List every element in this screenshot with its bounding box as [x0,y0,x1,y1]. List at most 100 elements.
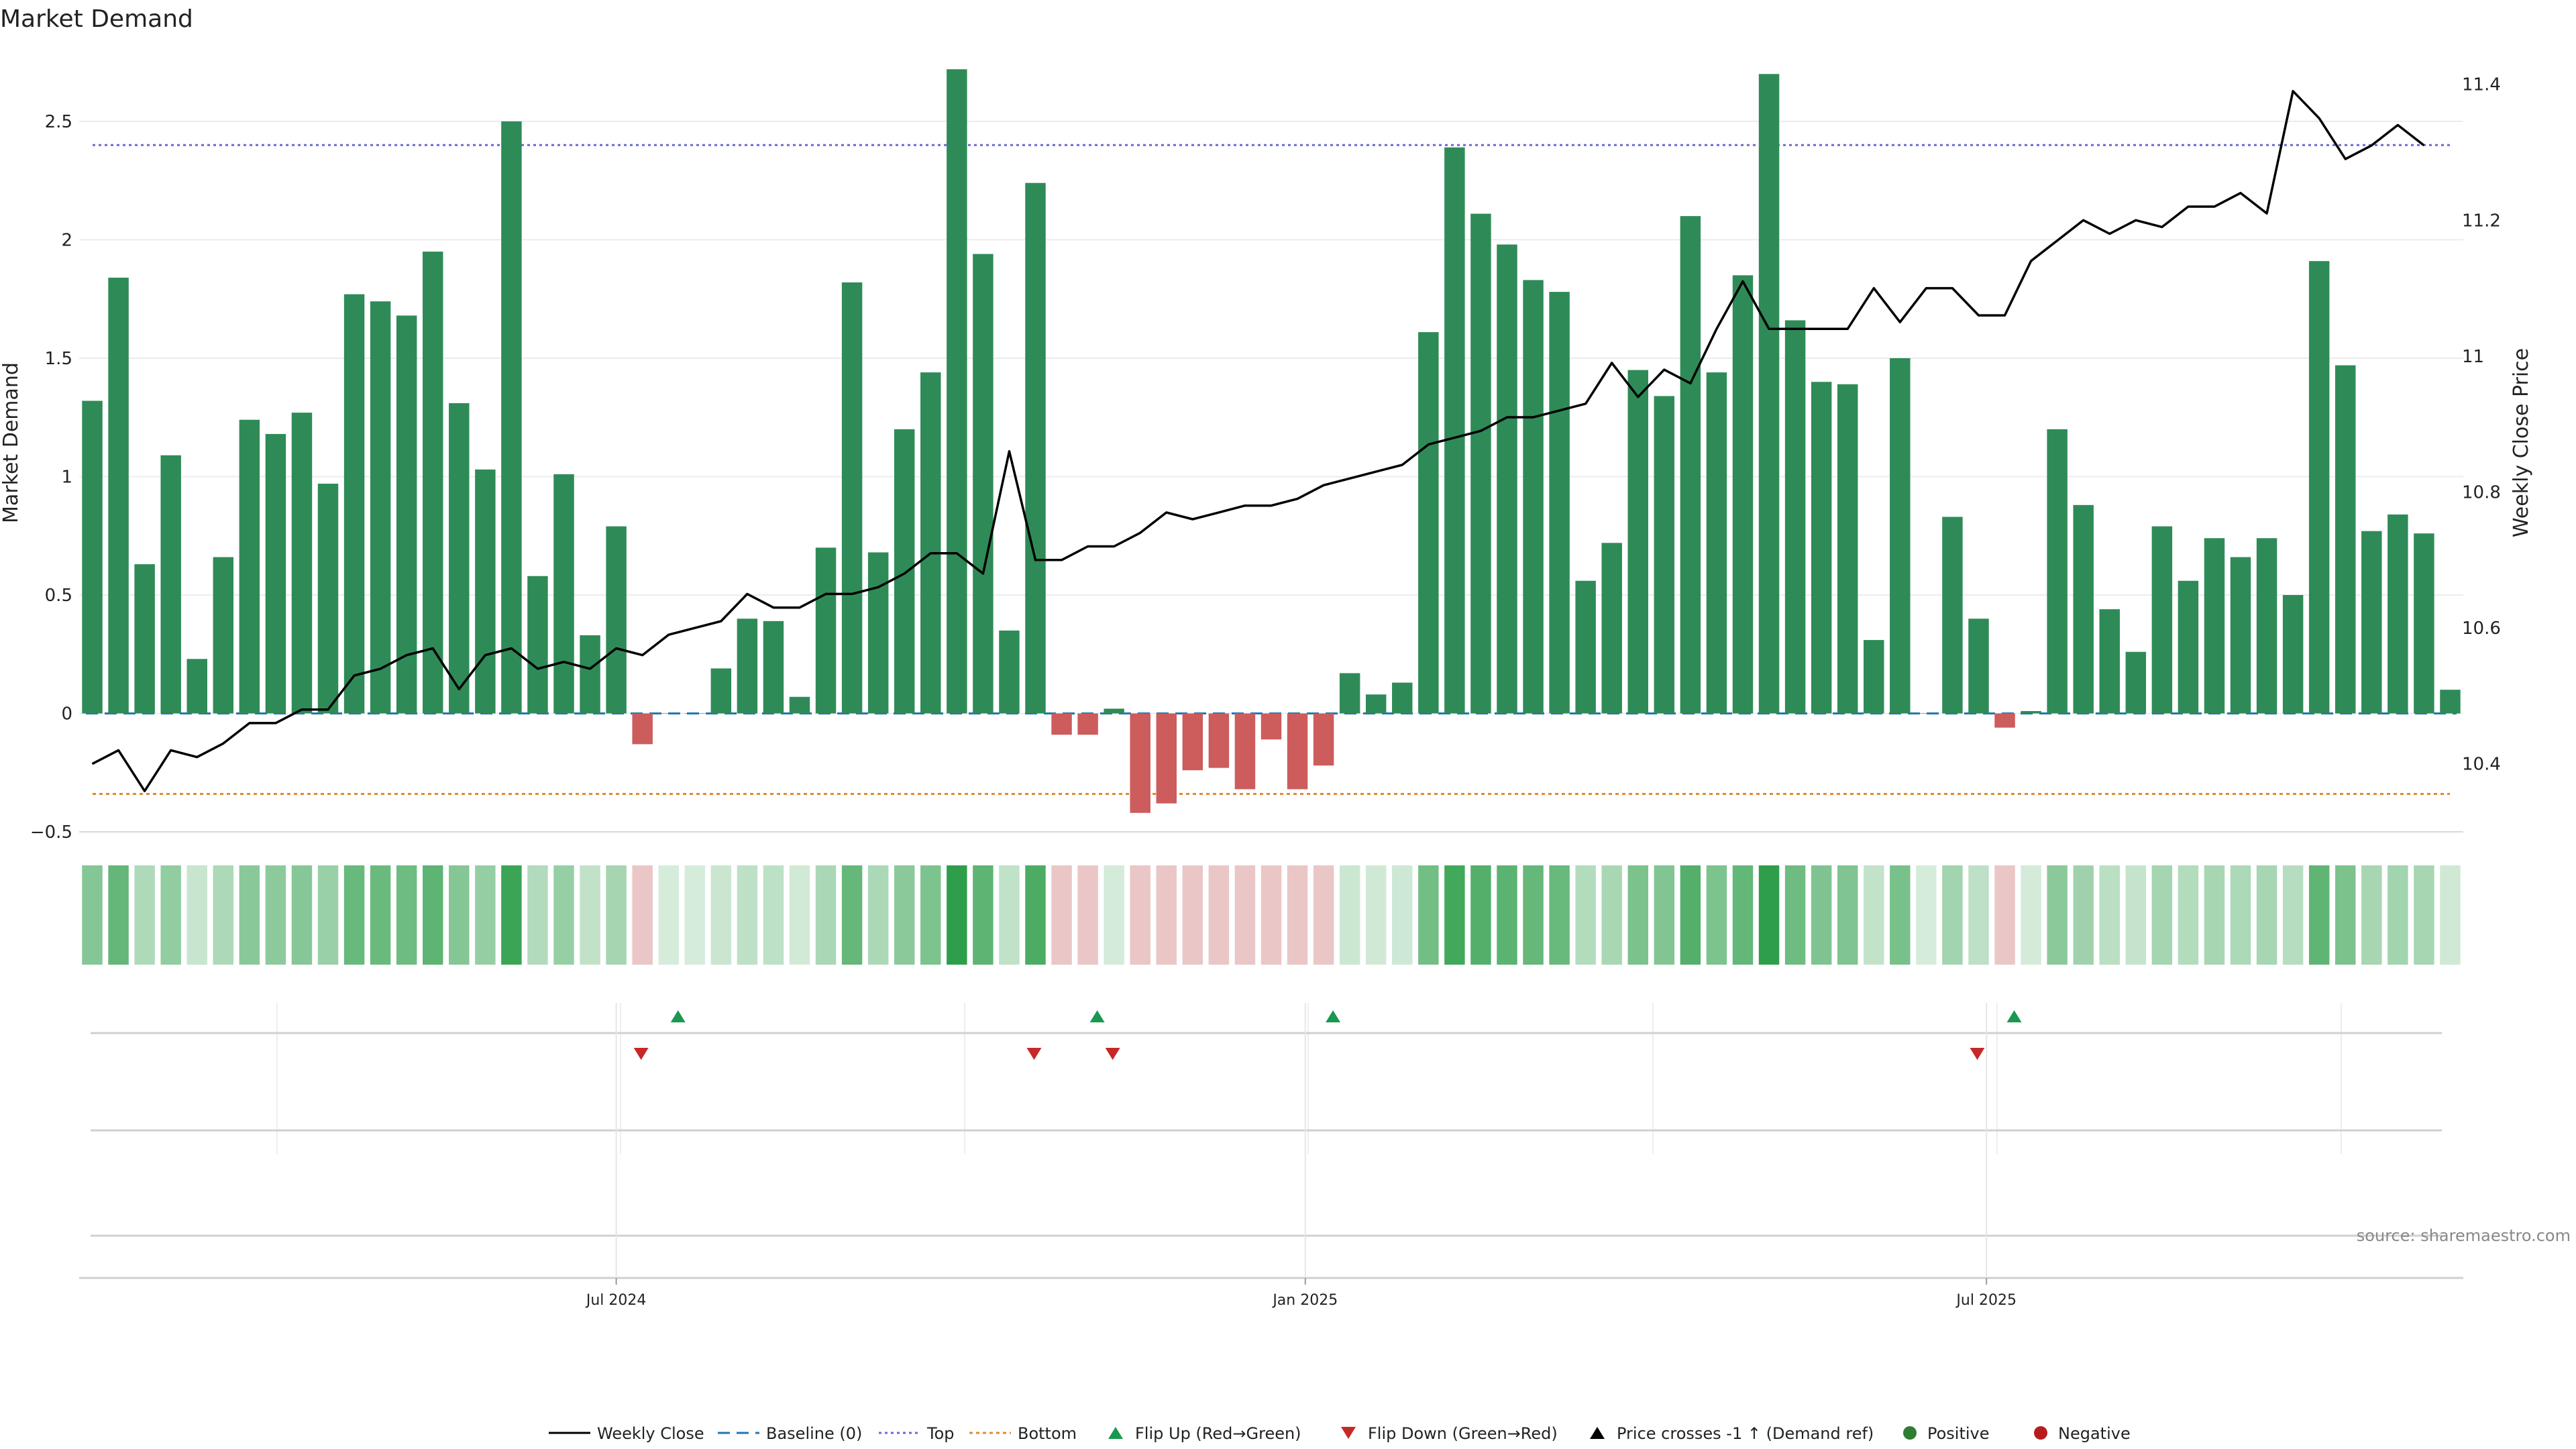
demand-bar [920,372,941,714]
demand-bar [737,619,758,714]
demand-bar [2099,609,2120,714]
demand-bar [1444,147,1465,714]
flip-down-marker [633,1048,649,1060]
legend-flip-down-marker [1341,1427,1356,1439]
heat-cell [291,865,313,965]
demand-bar [1758,74,1780,714]
heat-cell [1627,865,1649,965]
heat-cell [815,865,837,965]
heat-cell [1208,865,1230,965]
left-y-tick-label: 2 [61,230,72,250]
heat-cell [1025,865,1046,965]
demand-bar [1654,396,1675,714]
right-y-axis-label: Weekly Close Price [2510,348,2533,537]
heat-cell [2204,865,2225,965]
legend-bottom-label: Bottom [1018,1424,1077,1443]
demand-bar [789,696,810,714]
demand-bar [2282,594,2304,714]
demand-bar [1627,370,1649,714]
right-y-tick-label: 10.6 [2462,619,2501,639]
heat-cell [1287,865,1308,965]
demand-bar [2387,514,2408,714]
demand-bar [1234,713,1256,790]
heat-cell [396,865,417,965]
demand-bar [632,713,653,745]
heat-cell [108,865,129,965]
heat-cell [239,865,260,965]
heat-cell [1418,865,1439,965]
heat-cell [475,865,496,965]
heat-cell [1837,865,1858,965]
right-y-ticks: 10.4 10.6 10.8 11 11.2 11.4 [2462,75,2501,775]
heat-cell [1706,865,1727,965]
heat-cell [580,865,600,965]
heat-cell [317,865,339,965]
demand-bar [1864,640,1884,714]
demand-bar [317,484,339,714]
right-y-tick-label: 11.4 [2462,75,2501,95]
heat-cell [894,865,915,965]
demand-bar [343,294,365,714]
heat-cell [1365,865,1387,965]
heat-cell [1916,865,1937,965]
flip-up-marker [1326,1010,1341,1022]
heat-cell [1051,865,1072,965]
heat-cell [1182,865,1203,965]
heat-cell [1549,865,1570,965]
heat-cell [1890,865,1911,965]
demand-bar [1968,619,1989,714]
demand-bar [449,403,470,714]
heat-cell [1942,865,1963,965]
demand-bar [2151,526,2173,714]
legend-baseline-label: Baseline (0) [766,1424,862,1443]
heat-cell [1968,865,1989,965]
heat-cell [134,865,155,965]
heat-cell [2151,865,2173,965]
left-y-tick-label: −0.5 [30,822,72,843]
flip-down-marker [1026,1048,1042,1060]
demand-bar [370,301,391,714]
demand-bar [1418,332,1439,714]
heat-cell [2230,865,2251,965]
heat-cell [658,865,679,965]
demand-bar [1811,382,1832,714]
heat-cell [501,865,522,965]
demand-heat-strip [82,865,2461,965]
heat-cell [1654,865,1675,965]
demand-bar [553,474,574,714]
legend: Weekly Close Baseline (0) Top Bottom Flip Up… [549,1424,2131,1443]
demand-bar [841,282,863,714]
heat-cell [1575,865,1596,965]
heat-cell [632,865,653,965]
demand-bar [1365,694,1387,714]
demand-bar [1156,713,1177,804]
legend-flip-up-label: Flip Up (Red→Green) [1135,1424,1301,1443]
demand-bar [1025,182,1046,714]
demand-bar [1916,713,1937,714]
demand-bar [2335,365,2356,714]
heat-cell [449,865,470,965]
flip-up-marker [670,1010,686,1022]
heat-cell [1260,865,1282,965]
heat-cell [684,865,706,965]
heat-cell [2308,865,2330,965]
demand-bars [82,69,2461,813]
demand-bar [1339,673,1360,714]
heat-cell [1156,865,1177,965]
weekly-close-line [91,90,2425,792]
heat-cell [82,865,103,965]
demand-bar [1392,682,1413,714]
demand-bar [1313,713,1334,766]
heat-cell [2335,865,2356,965]
heat-cell [1313,865,1334,965]
demand-bar [213,557,234,714]
demand-bar [186,659,207,714]
demand-bar [763,621,784,714]
heat-cell [265,865,286,965]
demand-bar [1680,216,1701,714]
heat-cell [160,865,181,965]
right-y-tick-label: 10.8 [2462,482,2501,502]
demand-bar [1260,713,1282,740]
demand-bar [1051,713,1072,735]
